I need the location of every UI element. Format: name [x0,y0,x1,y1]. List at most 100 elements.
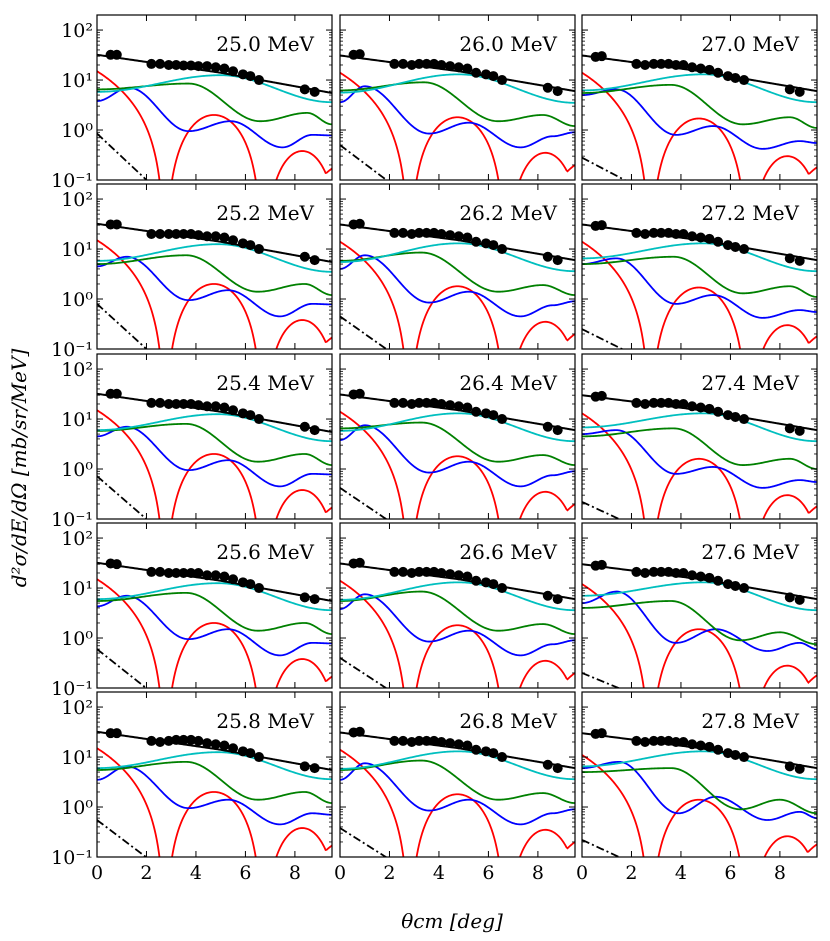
x-tick-label: 8 [532,862,544,884]
data-point [640,59,651,70]
series-line-l3 [582,767,817,815]
data-point [678,398,689,409]
data-point [671,398,681,409]
panel-frame [581,691,818,858]
y-tick-label: 10² [61,697,93,719]
series-line-l3 [582,600,817,646]
data-point [471,744,482,755]
series-line-l2 [340,254,575,318]
axis-titles: d²σ/dE/dΩ [mb/sr/MeV] θcm [deg] [7,349,503,933]
series-line-l0 [582,156,627,180]
data-point [648,735,659,746]
data-point [421,227,432,238]
data-point [794,86,805,97]
data-point [436,736,447,747]
y-tick-label: 10² [61,20,93,42]
series-line-total [97,222,332,263]
data-point [155,228,166,239]
data-point [193,567,204,578]
panel: 0 2 4 6 8 10⁻¹ 10⁰ 10¹ 10² 25.8 MeV [51,691,333,884]
data-point [704,64,715,75]
data-point [210,231,221,242]
data-point [445,738,456,749]
plot-area [97,219,332,349]
data-point [542,82,553,93]
panel-frame [581,183,818,350]
data-point [678,736,689,747]
data-point [730,580,741,591]
data-point [178,734,189,745]
data-point [713,236,724,247]
data-point [111,559,122,570]
data-point [163,735,174,746]
data-point [245,71,256,82]
data-point [245,579,256,590]
data-point [488,579,499,590]
series-line-l1 [340,579,575,688]
data-point [678,59,689,70]
panel-frame [96,691,333,858]
y-tick-label: 10⁰ [61,797,93,819]
data-point [186,228,196,239]
data-point [687,401,698,412]
series-line-l2 [340,424,575,488]
y-tick-label: 10⁻¹ [51,339,93,361]
series-line-total [340,223,575,262]
data-point [596,51,607,62]
data-point [414,58,425,69]
data-point [596,728,607,739]
data-point [228,574,239,585]
x-tick-label: 0 [91,862,103,884]
data-point [171,228,182,239]
data-point [421,58,432,69]
series-line-l3 [97,82,332,126]
data-point [713,406,724,417]
panel-frame [339,353,576,520]
data-point [784,592,795,603]
data-point [730,749,741,760]
series-line-l3 [582,427,817,470]
data-point [299,761,310,772]
data-point [640,228,651,239]
data-point [542,759,553,770]
data-point [436,228,447,239]
series-line-l1 [582,412,817,519]
series-line-l0 [97,475,148,519]
panel: 27.6 MeV [581,522,818,689]
data-point [436,59,447,70]
y-tick-label: 10² [61,528,93,550]
series-line-l0 [340,144,388,180]
data-point [596,390,607,401]
data-point [436,398,447,409]
data-point [784,423,795,434]
data-point [202,231,213,242]
data-point [784,84,795,95]
data-point [219,232,230,243]
data-point [687,231,698,242]
data-point [640,567,651,578]
data-point [713,575,724,586]
data-point [202,570,213,581]
series-line-l1 [97,239,332,349]
data-point [398,227,409,238]
plot-area [340,557,575,688]
y-axis-title: d²σ/dE/dΩ [mb/sr/MeV] [7,349,31,588]
series-line-l2 [582,590,817,652]
y-tick-label: 10⁰ [61,628,93,650]
x-tick-label: 6 [239,862,251,884]
y-tick-label: 10⁻¹ [51,170,93,192]
data-point [155,566,166,577]
data-point [445,569,456,580]
series-line-total [340,562,575,601]
series-line-l2 [97,255,332,318]
data-point [389,735,400,746]
data-point [186,567,196,578]
x-tick-label: 2 [625,862,637,884]
data-point [146,58,157,69]
data-point [678,567,689,578]
series-line-l2 [340,593,575,657]
data-point [471,236,482,247]
data-point [552,255,563,266]
plot-area [340,726,575,857]
data-point [111,219,122,230]
